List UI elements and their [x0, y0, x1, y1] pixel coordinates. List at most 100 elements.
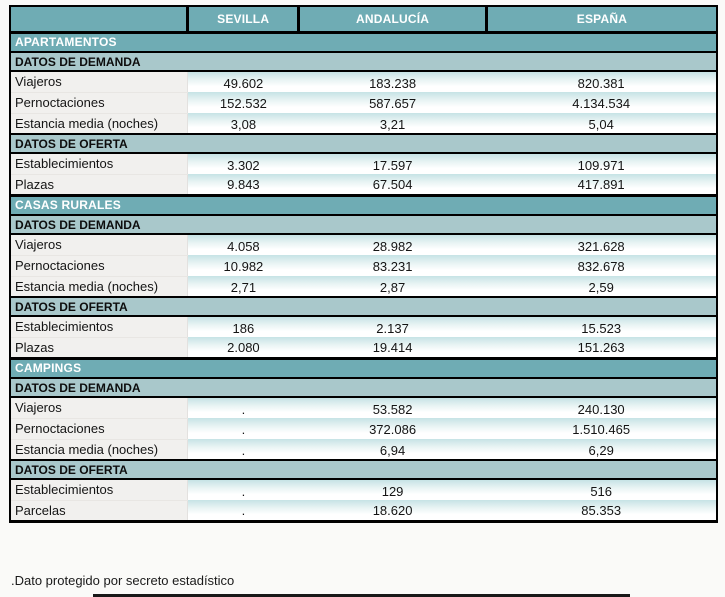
- row-label: Parcelas: [10, 500, 188, 522]
- value-cell: 15.523: [486, 316, 717, 337]
- data-row: Estancia media (noches). 6,94 6,29: [10, 439, 717, 461]
- value-cell: 2.080: [187, 337, 299, 358]
- data-row: Viajeros 49.602 183.238 820.381: [10, 71, 717, 93]
- value-cell: 109.971: [486, 153, 717, 174]
- row-label: Estancia media (noches): [10, 439, 188, 461]
- data-row: Estancia media (noches) 2,71 2,87 2,59: [10, 276, 717, 298]
- value-cell: 6,94: [298, 439, 487, 460]
- row-label: Viajeros: [10, 234, 188, 256]
- tourism-stats-table: SEVILLA ANDALUCÍA ESPAÑA APARTAMENTOS DATOS…: [9, 5, 718, 523]
- value-cell: 83.231: [298, 255, 487, 276]
- group-title: DATOS DE OFERTA: [10, 296, 717, 317]
- value-cell: 129: [298, 479, 487, 500]
- statistical-secret-footnote: .Dato protegido por secreto estadístico: [11, 573, 235, 588]
- value-cell: 9.843: [187, 174, 299, 195]
- table-header: SEVILLA ANDALUCÍA ESPAÑA: [10, 6, 717, 33]
- row-label: Establecimientos: [10, 316, 188, 338]
- column-header-sevilla: SEVILLA: [185, 6, 299, 33]
- data-row: Pernoctaciones. 372.086 1.510.465: [10, 418, 717, 440]
- value-cell: 2.137: [298, 316, 487, 337]
- data-row: Establecimientos. 129 516: [10, 479, 717, 501]
- column-header-andalucía: ANDALUCÍA: [297, 6, 487, 33]
- data-row: Plazas 9.843 67.504 417.891: [10, 174, 717, 196]
- group-title: DATOS DE DEMANDA: [10, 214, 717, 235]
- value-cell: 53.582: [298, 397, 487, 418]
- row-label: Viajeros: [10, 71, 188, 93]
- row-label: Pernoctaciones: [10, 92, 188, 114]
- value-cell: 3.302: [187, 153, 299, 174]
- value-cell: 372.086: [298, 418, 487, 439]
- data-row: Pernoctaciones 10.982 83.231 832.678: [10, 255, 717, 277]
- value-cell: 1.510.465: [486, 418, 717, 439]
- group-title: DATOS DE OFERTA: [10, 133, 717, 154]
- group-title: DATOS DE DEMANDA: [10, 51, 717, 72]
- value-cell: 67.504: [298, 174, 487, 195]
- value-cell: 820.381: [486, 71, 717, 92]
- group-row: DATOS DE OFERTA: [10, 133, 717, 154]
- group-row: DATOS DE OFERTA: [10, 459, 717, 480]
- value-cell: 183.238: [298, 71, 487, 92]
- section-title: CASAS RURALES: [10, 193, 717, 216]
- row-label: Estancia media (noches): [10, 276, 188, 298]
- section-title: CAMPINGS: [10, 356, 717, 379]
- data-row: Plazas 2.080 19.414 151.263: [10, 337, 717, 359]
- data-row: Viajeros. 53.582 240.130: [10, 397, 717, 419]
- group-title: DATOS DE OFERTA: [10, 459, 717, 480]
- data-row: Establecimientos 186 2.137 15.523: [10, 316, 717, 338]
- cropped-border-line: [93, 594, 630, 597]
- value-cell: 4.134.534: [486, 92, 717, 113]
- data-row: Viajeros 4.058 28.982 321.628: [10, 234, 717, 256]
- row-label: Plazas: [10, 174, 188, 196]
- section-title: APARTAMENTOS: [10, 30, 717, 53]
- row-label: Estancia media (noches): [10, 113, 188, 135]
- group-row: DATOS DE OFERTA: [10, 296, 717, 317]
- data-row: Parcelas. 18.620 85.353: [10, 500, 717, 522]
- value-cell: 18.620: [298, 500, 487, 521]
- value-cell: .: [187, 479, 299, 500]
- table-body: APARTAMENTOS DATOS DE DEMANDA Viajeros 49.6…: [10, 30, 717, 522]
- corner-cell: [10, 6, 188, 33]
- row-label: Establecimientos: [10, 153, 188, 175]
- value-cell: 417.891: [486, 174, 717, 195]
- value-cell: 3,08: [187, 113, 299, 134]
- data-row: Pernoctaciones 152.532 587.657 4.134.534: [10, 92, 717, 114]
- group-row: DATOS DE DEMANDA: [10, 51, 717, 72]
- value-cell: 186: [187, 316, 299, 337]
- value-cell: 152.532: [187, 92, 299, 113]
- value-cell: 6,29: [486, 439, 717, 460]
- value-cell: 17.597: [298, 153, 487, 174]
- group-row: DATOS DE DEMANDA: [10, 377, 717, 398]
- value-cell: .: [187, 439, 299, 460]
- value-cell: 2,87: [298, 276, 487, 297]
- value-cell: 4.058: [187, 234, 299, 255]
- value-cell: .: [187, 418, 299, 439]
- value-cell: 832.678: [486, 255, 717, 276]
- value-cell: 2,71: [187, 276, 299, 297]
- group-row: DATOS DE DEMANDA: [10, 214, 717, 235]
- value-cell: 587.657: [298, 92, 487, 113]
- row-label: Viajeros: [10, 397, 188, 419]
- value-cell: 240.130: [486, 397, 717, 418]
- value-cell: 10.982: [187, 255, 299, 276]
- value-cell: 3,21: [298, 113, 487, 134]
- row-label: Pernoctaciones: [10, 418, 188, 440]
- group-title: DATOS DE DEMANDA: [10, 377, 717, 398]
- column-header-españa: ESPAÑA: [484, 6, 717, 33]
- value-cell: 19.414: [298, 337, 487, 358]
- value-cell: 516: [486, 479, 717, 500]
- value-cell: 5,04: [486, 113, 717, 134]
- data-row: Estancia media (noches) 3,08 3,21 5,04: [10, 113, 717, 135]
- data-row: Establecimientos 3.302 17.597 109.971: [10, 153, 717, 175]
- value-cell: 151.263: [486, 337, 717, 358]
- row-label: Establecimientos: [10, 479, 188, 501]
- value-cell: 321.628: [486, 234, 717, 255]
- section-row: CASAS RURALES: [10, 193, 717, 216]
- value-cell: .: [187, 397, 299, 418]
- value-cell: 2,59: [486, 276, 717, 297]
- value-cell: .: [187, 500, 299, 521]
- section-row: CAMPINGS: [10, 356, 717, 379]
- value-cell: 49.602: [187, 71, 299, 92]
- row-label: Pernoctaciones: [10, 255, 188, 277]
- row-label: Plazas: [10, 337, 188, 359]
